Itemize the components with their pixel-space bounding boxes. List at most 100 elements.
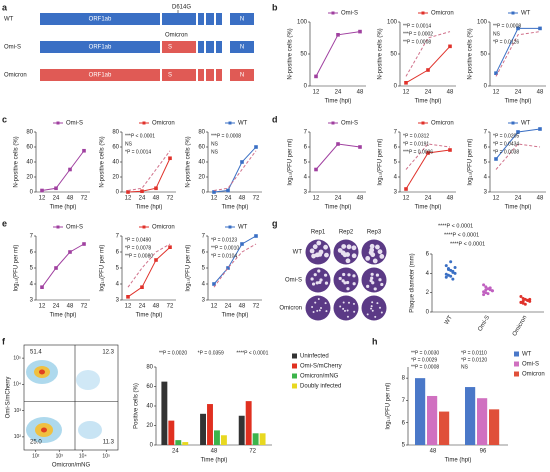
annotation: NS	[211, 141, 219, 147]
x-axis-label: Omicron/mNG	[52, 463, 91, 469]
y-tick-label: 0	[484, 84, 488, 90]
y-tick-label: 100	[387, 20, 398, 26]
plaque-spot	[365, 256, 371, 261]
plaque-spot	[369, 243, 375, 249]
x-axis-label: Time (hpi)	[136, 205, 163, 211]
legend-marker	[331, 11, 335, 15]
data-point	[82, 148, 86, 153]
y-axis-label: log₁₀(PFU per ml)	[468, 139, 474, 186]
bar	[439, 411, 450, 445]
density	[76, 370, 100, 390]
data-point	[212, 282, 216, 286]
annotation: ***P = 0.0002	[403, 31, 433, 37]
annotation: *P = 0.0434	[493, 141, 519, 147]
plaque-well	[333, 295, 359, 321]
legend-label: Omi-S	[341, 121, 358, 127]
plaque-spot	[370, 305, 373, 308]
y-tick-label: 5	[202, 266, 206, 272]
x-tick-label: 48	[447, 90, 454, 96]
panel-label: g	[272, 218, 278, 228]
y-tick-label: 5	[484, 160, 488, 166]
y-tick-label: 40	[26, 160, 33, 166]
annotation: *P = 0.0123	[211, 237, 237, 243]
legend-label: Omi-S	[66, 121, 83, 127]
x-tick-label: 24	[139, 196, 146, 202]
y-axis-label: log₁₀(PFU per ml)	[100, 245, 106, 292]
y-tick-label: 100	[297, 20, 308, 26]
data-point	[453, 266, 457, 270]
x-tick-label: 48	[357, 90, 364, 96]
annotation: *P = 0.0205	[493, 133, 519, 139]
plaque-spot	[311, 282, 316, 286]
y-tick-label: 6	[304, 145, 308, 151]
annotation: ****P < 0.0001	[444, 232, 479, 238]
annotation: ***P = 0.0006	[403, 149, 433, 155]
y-tick-label: 3	[30, 298, 34, 304]
y-tick-label: 2	[426, 290, 430, 296]
axis	[309, 132, 366, 193]
series-line	[127, 158, 171, 193]
legend-label: WT	[521, 11, 531, 17]
legend-marker	[421, 11, 425, 15]
x-tick-label: 12	[211, 196, 218, 202]
plaque-spot	[375, 244, 380, 250]
gene-block	[198, 69, 204, 81]
data-point	[168, 245, 172, 249]
y-axis-label: log₁₀(PFU per ml)	[288, 139, 294, 186]
plaque-spot	[338, 276, 342, 281]
y-axis-label: N-positive cells (%)	[186, 136, 192, 187]
series-line	[315, 143, 361, 170]
plaque-well	[361, 295, 387, 321]
series-line	[127, 246, 171, 298]
x-tick-label: 48	[67, 304, 74, 310]
y-tick-label: 6	[394, 145, 398, 151]
bar	[220, 435, 227, 445]
y-tick-label: 4	[202, 282, 206, 288]
series-line	[405, 45, 451, 84]
data-point	[404, 81, 408, 85]
x-tick-label: 48	[153, 196, 160, 202]
plaque-spot	[370, 272, 374, 276]
data-point	[444, 264, 448, 268]
y-tick-label: 3	[116, 298, 120, 304]
y-axis-label: log₁₀(PFU per ml)	[186, 245, 192, 292]
series-line	[127, 243, 171, 288]
legend-label: Omi-S	[341, 11, 358, 17]
y-tick-label: 3	[202, 298, 206, 304]
plaque-spot	[352, 274, 356, 278]
data-point	[314, 74, 318, 79]
series-line	[213, 146, 257, 193]
x-tick-label: 10³	[56, 453, 64, 459]
orf-block	[40, 41, 160, 53]
legend-marker	[421, 121, 425, 125]
x-tick-label: 24	[53, 304, 60, 310]
annotation: *P = 0.0029	[411, 357, 437, 363]
y-tick-label: 3	[484, 190, 488, 196]
plaque-spot	[351, 245, 357, 251]
y-tick-label: 50	[390, 52, 397, 58]
plaque-spot	[342, 307, 345, 310]
x-tick-label: 48	[537, 196, 544, 202]
plaque-spot	[378, 278, 382, 282]
row-label: WT	[293, 250, 303, 256]
quadrant-value: 12.3	[102, 350, 114, 356]
plaque-spot	[324, 252, 329, 258]
y-tick-label: 6	[426, 252, 430, 258]
x-tick-label: 48	[357, 196, 364, 202]
data-point	[54, 266, 58, 270]
gene-label: ORF1ab	[89, 17, 112, 23]
panel-label: h	[372, 336, 378, 346]
annotation: NS	[493, 31, 501, 37]
y-axis-label: Positive cells (%)	[134, 383, 140, 429]
x-tick-label: 12	[493, 90, 500, 96]
y-tick-label: 10²	[14, 434, 22, 440]
legend-label: WT	[238, 121, 248, 127]
data-point	[358, 145, 362, 149]
plaque-well	[305, 295, 331, 321]
column-label: Rep2	[339, 230, 354, 236]
x-tick-label: 12	[125, 304, 132, 310]
legend-label: Omi-S	[66, 225, 83, 231]
x-tick-label: 72	[167, 304, 174, 310]
data-point	[54, 186, 58, 191]
x-tick-label: 12	[313, 196, 320, 202]
